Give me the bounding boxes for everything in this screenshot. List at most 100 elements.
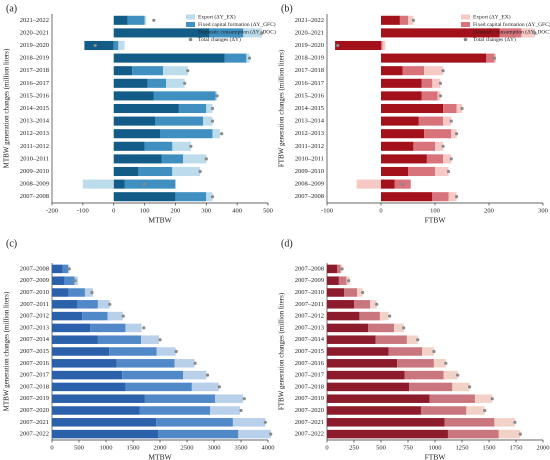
bar-segment: [443, 154, 452, 164]
bar-segment: [381, 53, 487, 63]
bar-segment: [421, 78, 433, 88]
bar-segment: [399, 15, 408, 25]
x-axis-label: FTBW: [425, 453, 447, 460]
total-dot: [210, 119, 215, 123]
bar-segment: [422, 347, 434, 356]
x-tick-label: -100: [77, 207, 89, 214]
total-dot: [193, 361, 197, 365]
bar-segment: [327, 276, 339, 285]
total-dot: [432, 349, 436, 354]
y-tick-label: 2007–2009: [295, 277, 324, 284]
legend-label: Fixed capital formation (ΔY_GFC): [198, 21, 276, 28]
bar-segment: [113, 179, 125, 189]
total-dot: [402, 326, 406, 330]
y-axis-label: FTBW generation changes (million liters): [278, 49, 286, 167]
bar-segment: [424, 66, 444, 76]
bar-segment: [62, 264, 69, 274]
y-tick-label: 2015–2016: [295, 92, 325, 99]
x-tick-label: 1500: [483, 444, 496, 451]
x-tick-label: 1000: [429, 444, 442, 451]
y-tick-label: 2013–2014: [20, 118, 50, 125]
total-dot: [260, 31, 264, 35]
legend-label: Export (ΔY_EX): [198, 13, 236, 20]
bar-segment: [175, 192, 207, 202]
bar-segment: [424, 129, 452, 139]
y-tick-label: 2008–2009: [295, 181, 324, 188]
y-tick-label: 2016–2017: [20, 80, 50, 87]
y-tick-label: 2007–2016: [20, 360, 50, 367]
total-dot: [67, 267, 71, 271]
bar-segment: [381, 15, 400, 25]
bar-segment: [381, 179, 395, 189]
y-tick-label: 2007–2013: [20, 324, 49, 331]
bar-segment: [327, 394, 430, 403]
bar-segment: [52, 311, 83, 321]
total-dot: [490, 397, 494, 401]
bar-segment: [397, 359, 434, 368]
bar-segment: [52, 264, 63, 274]
y-tick-label: 2021–2022: [20, 17, 49, 24]
bar-segment: [209, 28, 244, 38]
total-dot: [158, 338, 162, 342]
y-tick-label: 2007–2015: [20, 348, 49, 355]
total-dot: [108, 302, 112, 306]
total-dot: [269, 432, 273, 436]
bar-segment: [327, 382, 410, 392]
total-dot: [456, 373, 460, 377]
total-dot: [198, 169, 202, 174]
legend-swatch: [186, 14, 195, 20]
bar-segment: [138, 166, 173, 177]
total-dot: [533, 31, 537, 35]
bar-segment: [327, 311, 360, 321]
y-tick-label: 2012–2013: [20, 130, 49, 137]
x-tick-label: 100: [140, 207, 150, 214]
y-tick-label: 2008–2009: [20, 181, 49, 188]
bar-segment: [498, 429, 521, 439]
bar-segment: [327, 359, 398, 368]
bar-segment: [432, 192, 449, 202]
bar-segment: [404, 370, 444, 380]
total-dot: [183, 81, 187, 85]
bar-segment: [144, 15, 147, 25]
x-tick-label: 2000: [537, 444, 550, 451]
panel-label: (b): [281, 3, 293, 14]
total-dot: [455, 195, 459, 199]
total-dot: [186, 69, 190, 73]
bar-segment: [447, 429, 499, 439]
total-dot: [411, 18, 415, 22]
y-tick-label: 2014–2015: [20, 105, 49, 112]
total-dot: [73, 279, 77, 283]
bar-segment: [375, 335, 407, 344]
bar-segment: [155, 116, 204, 126]
total-dot: [215, 94, 219, 98]
y-tick-label: 2007–2010: [295, 289, 324, 296]
total-dot: [438, 94, 442, 98]
bar-segment: [381, 40, 383, 51]
bar-segment: [327, 300, 354, 309]
bar-segment: [232, 418, 266, 427]
bar-segment: [388, 347, 423, 356]
legend-dot: [188, 37, 193, 42]
y-tick-label: 2011–2012: [295, 143, 324, 150]
bar-segment: [238, 429, 271, 439]
x-tick-label: 500: [263, 207, 273, 214]
y-tick-label: 2007–2013: [295, 324, 324, 331]
y-tick-label: 2017–2018: [295, 67, 324, 74]
total-dot: [401, 182, 405, 186]
bar-segment: [68, 288, 85, 297]
bar-segment: [166, 78, 185, 88]
y-tick-label: 2007–2021: [20, 419, 49, 426]
y-tick-label: 2007–2014: [20, 336, 50, 343]
bar-segment: [52, 429, 159, 439]
total-dot: [174, 349, 178, 354]
x-tick-label: 1500: [127, 444, 140, 451]
bar-segment: [113, 15, 128, 25]
x-axis-label: MTBW: [148, 216, 172, 225]
total-dot: [460, 106, 464, 111]
bar-segment: [243, 28, 262, 38]
total-dot: [152, 18, 156, 22]
bar-segment: [139, 406, 211, 415]
bar-segment: [370, 300, 377, 309]
total-dot: [438, 81, 442, 85]
y-tick-label: 2007–2019: [295, 395, 324, 402]
